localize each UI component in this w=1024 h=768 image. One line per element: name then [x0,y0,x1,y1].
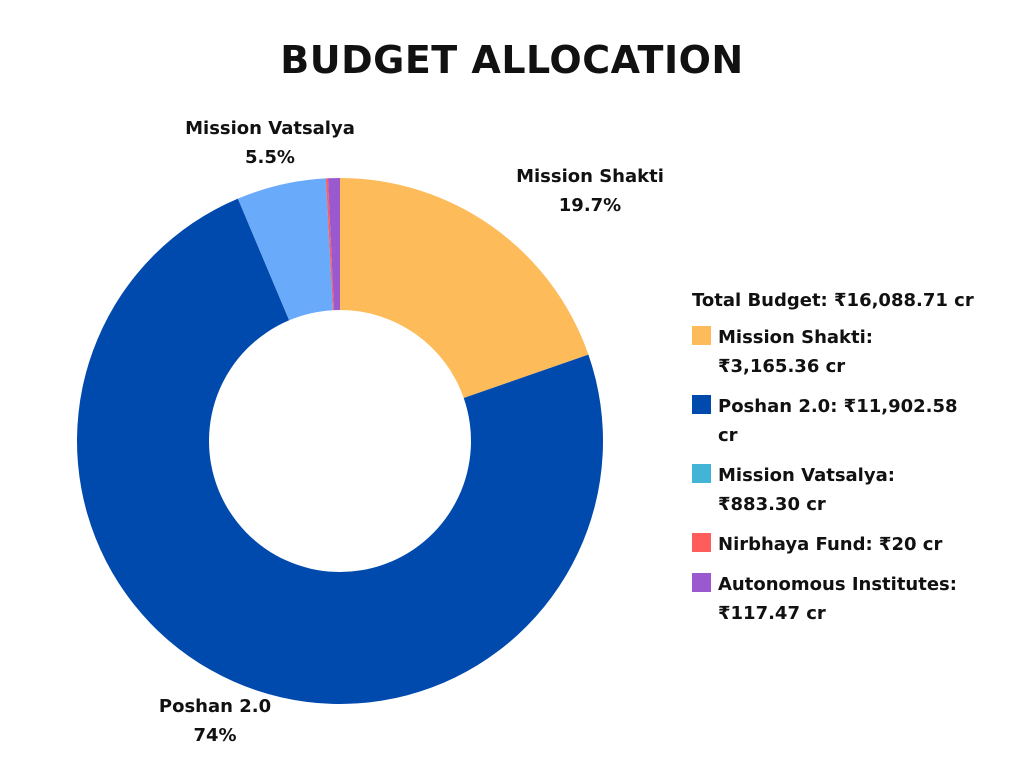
donut-slice-poshan-2-0 [77,198,604,704]
legend-label: Mission Shakti: ₹3,165.36 cr [718,327,873,377]
slice-label-mission-vatsalya: Mission Vatsalya 5.5% [170,114,370,172]
legend-swatch [692,326,711,345]
slice-label-mission-shakti: Mission Shakti 19.7% [490,162,690,220]
legend-item-autonomous-institutes: Autonomous Institutes: ₹117.47 cr [692,570,974,628]
legend-swatch [692,395,711,414]
legend-item-nirbhaya-fund: Nirbhaya Fund: ₹20 cr [692,530,974,559]
donut-slice-mission-vatsalya [237,178,333,321]
slice-label-name: Mission Vatsalya [185,118,355,139]
slice-label-percent: 74% [193,725,237,746]
legend-item-mission-shakti: Mission Shakti: ₹3,165.36 cr [692,323,974,381]
legend-item-mission-vatsalya: Mission Vatsalya: ₹883.30 cr [692,461,974,519]
legend-swatch [692,464,711,483]
slice-label-name: Poshan 2.0 [158,696,272,717]
legend-label: Autonomous Institutes: ₹117.47 cr [718,574,957,624]
slice-label-poshan: Poshan 2.0 74% [115,692,315,750]
legend-swatch [692,533,711,552]
slice-label-percent: 19.7% [558,195,622,216]
slice-label-name: Mission Shakti [516,166,664,187]
donut-slice-mission-shakti [340,178,589,398]
donut-slices [77,178,604,704]
donut-slice-nirbhaya-fund [325,178,334,311]
total-budget-label: Total Budget: ₹16,088.71 cr [692,290,974,311]
legend: Total Budget: ₹16,088.71 cr Mission Shak… [692,290,974,639]
legend-label: Poshan 2.0: ₹11,902.58 cr [718,396,958,446]
slice-label-percent: 5.5% [245,147,295,168]
donut-slice-autonomous-institutes [327,178,340,311]
legend-label: Nirbhaya Fund: ₹20 cr [718,534,943,555]
legend-label: Mission Vatsalya: ₹883.30 cr [718,465,895,515]
legend-item-poshan: Poshan 2.0: ₹11,902.58 cr [692,392,974,450]
chart-title: BUDGET ALLOCATION [280,38,744,82]
legend-swatch [692,573,711,592]
